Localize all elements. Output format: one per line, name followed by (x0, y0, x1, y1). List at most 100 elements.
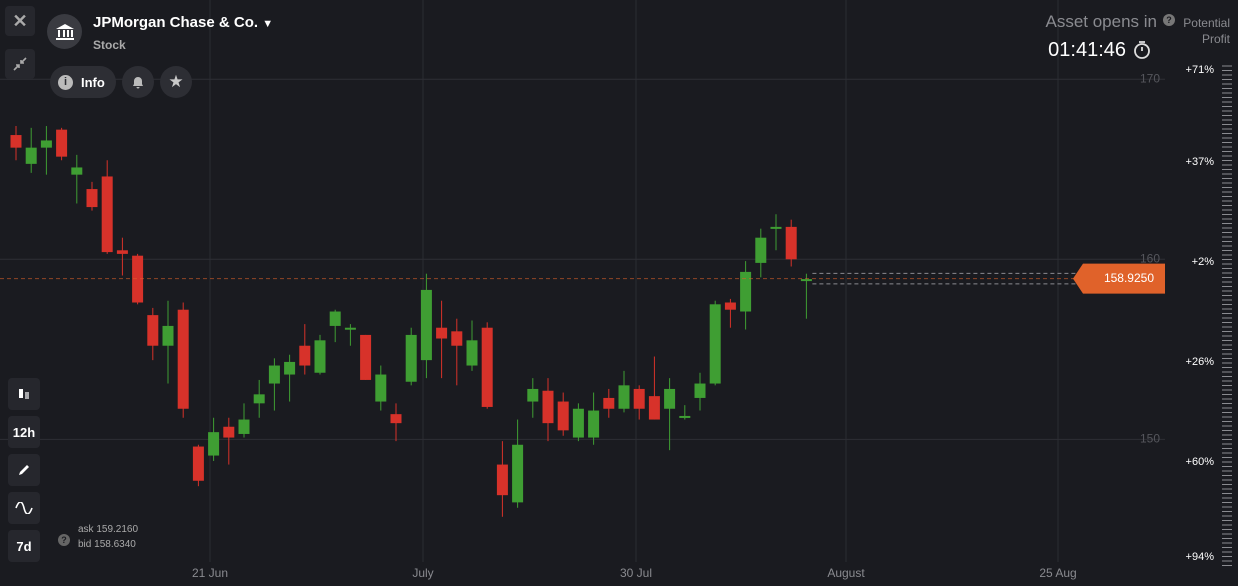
bid-quote: bid 158.6340 (78, 539, 136, 550)
profit-label: Potential Profit (1183, 16, 1230, 46)
candle-body (71, 167, 83, 175)
candle-icon (19, 389, 29, 399)
pencil-icon (19, 465, 29, 475)
candle-body (466, 340, 478, 366)
dropdown-arrow: ▼ (262, 18, 274, 30)
candle-body (56, 129, 68, 157)
candle-body (451, 331, 463, 346)
candle-body (116, 250, 128, 254)
ask-value: 159.2160 (96, 524, 139, 535)
opens-label: Asset opens in (1045, 12, 1157, 31)
wave-icon (15, 502, 33, 514)
candle-body (101, 176, 113, 253)
candle-body (603, 397, 615, 409)
ask-text: ask (78, 524, 94, 535)
candle-body (284, 361, 296, 375)
ask-quote: ask 159.2160 (78, 524, 138, 535)
candle-body (40, 140, 52, 148)
profit-label: +26% (1186, 356, 1215, 368)
asset-type: Stock (93, 38, 126, 52)
favorite-button[interactable]: ★ (160, 66, 192, 98)
asset-selector[interactable]: JPMorgan Chase & Co. ▼ (93, 14, 273, 31)
asset-icon (47, 14, 82, 49)
candle-body (588, 410, 600, 438)
candle-body (162, 325, 174, 346)
candle-body (542, 390, 554, 424)
candle-body (679, 415, 691, 418)
candle-body (800, 279, 812, 282)
candle-body (177, 309, 189, 409)
candle-body (496, 464, 508, 496)
candle-body (436, 327, 448, 339)
candle-body (755, 237, 767, 263)
profit-label: +94% (1186, 551, 1215, 563)
timeframe-button[interactable]: 12h (8, 416, 40, 448)
x-tick-label: 30 Jul (620, 566, 652, 580)
candle-body (770, 226, 782, 229)
y-tick-label: 170 (1140, 71, 1160, 85)
candle-body (344, 327, 356, 330)
candle-body (618, 385, 630, 409)
bell-icon (133, 77, 143, 89)
profit-label: +60% (1186, 456, 1215, 468)
candle-body (314, 340, 326, 373)
candle-body (664, 388, 676, 409)
profit-help-icon[interactable]: ? (1163, 14, 1175, 26)
candle-body (390, 414, 402, 424)
quote-help-icon[interactable]: ? (58, 534, 70, 546)
candle-body (329, 311, 341, 326)
collapse-button[interactable] (5, 49, 35, 79)
candle-body (25, 147, 37, 164)
candle-body (132, 255, 144, 303)
candle-body (192, 446, 204, 481)
x-tick-label: 25 Aug (1039, 566, 1076, 580)
candle-body (86, 189, 98, 208)
candle-body (299, 345, 311, 366)
draw-button[interactable] (8, 454, 40, 486)
indicator-button[interactable] (8, 492, 40, 524)
price-badge (1073, 263, 1165, 294)
candle-body (572, 408, 584, 438)
info-button[interactable]: i Info (50, 66, 116, 98)
candle-body (253, 394, 265, 404)
y-tick-label: 160 (1140, 251, 1160, 265)
bid-value: 158.6340 (94, 539, 136, 550)
candle-body (360, 334, 372, 380)
profit-label: +71% (1186, 64, 1215, 76)
info-label: Info (81, 74, 105, 90)
profit-label: +37% (1186, 156, 1215, 168)
countdown: 01:41:46 (1048, 39, 1126, 61)
candle-body (633, 388, 645, 409)
x-tick-label: July (412, 566, 433, 580)
candle-body (740, 271, 752, 312)
collapse-icon (13, 57, 27, 71)
close-button[interactable]: ✕ (5, 6, 35, 36)
bank-icon (55, 23, 74, 40)
profit-label: +2% (1192, 256, 1215, 268)
candle-body (10, 135, 22, 148)
candle-body (527, 388, 539, 402)
alert-button[interactable] (122, 66, 154, 98)
candle-body (512, 444, 524, 503)
candle-body (648, 396, 660, 420)
x-tick-label: August (827, 566, 865, 580)
candle-body (420, 289, 432, 361)
y-tick-label: 150 (1140, 432, 1160, 446)
candle-body (147, 315, 159, 346)
asset-name: JPMorgan Chase & Co. (93, 14, 259, 31)
period-button[interactable]: 7d (8, 530, 40, 562)
x-tick-label: 21 Jun (192, 566, 228, 580)
price-label: 158.9250 (1104, 271, 1154, 285)
candle-body (268, 365, 280, 384)
candle-body (481, 327, 493, 407)
chart-type-button[interactable] (8, 378, 40, 410)
candle-body (724, 302, 736, 310)
info-icon: i (58, 74, 73, 90)
candle-body (405, 334, 417, 382)
candle-body (208, 432, 220, 456)
candle-body (709, 304, 721, 384)
bid-text: bid (78, 539, 92, 550)
candle-body (557, 401, 569, 431)
candle-body (375, 374, 387, 402)
